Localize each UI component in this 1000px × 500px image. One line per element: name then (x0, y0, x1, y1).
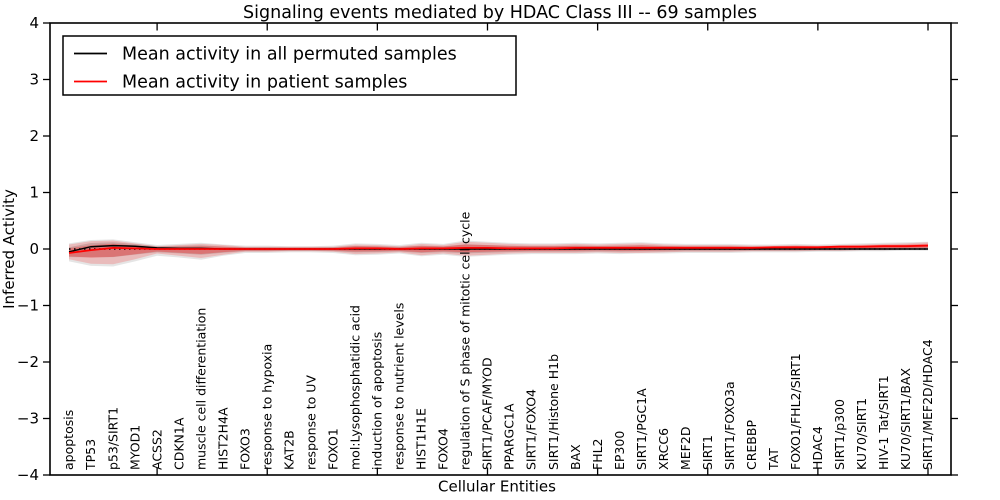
x-category-label: XRCC6 (656, 428, 671, 470)
x-category-label: HIV-1 Tat/SIRT1 (876, 375, 891, 470)
x-category-label: HDAC4 (810, 426, 825, 470)
x-category-label: SIRT1/p300 (832, 399, 847, 470)
patient-samples-std-band (69, 240, 928, 265)
x-category-label: SIRT1/FOXO3a (722, 381, 737, 470)
legend: Mean activity in all permuted samples Me… (62, 35, 517, 96)
x-category-label: SIRT1/PGC1A (634, 388, 649, 470)
x-category-label: FOXO4 (436, 428, 451, 470)
x-category-label: ACSS2 (149, 429, 164, 470)
x-category-label: SIRT1/MEF2D/HDAC4 (920, 339, 935, 470)
permuted-samples-std-band (69, 239, 928, 267)
y-tick-label: −4 (17, 466, 39, 484)
tick-labels-layer: −4 −3 −2 −1 0 1 2 3 4 apoptosis TP53 p53/SIRT1 MYOD1… (17, 14, 935, 484)
x-category-label: apoptosis (61, 410, 76, 470)
x-axis-label: Cellular Entities (438, 478, 556, 496)
x-category-label: KU70/SIRT1 (854, 398, 869, 470)
y-tick-label: 3 (29, 71, 39, 89)
x-category-label: regulation of S phase of mitotic cell cy… (458, 211, 473, 470)
x-category-label: response to nutrient levels (392, 303, 407, 470)
x-category-label: SIRT1/FOXO4 (524, 389, 539, 470)
x-category-label: MYOD1 (127, 425, 142, 470)
x-category-label: p53/SIRT1 (105, 407, 120, 470)
y-tick-label: 4 (29, 14, 39, 32)
x-category-label: SIRT1/Histone H1b (546, 354, 561, 470)
x-category-label: SIRT1/PCAF/MYOD (480, 357, 495, 470)
legend-label-permuted: Mean activity in all permuted samples (122, 45, 457, 65)
y-tick-label: 1 (29, 184, 39, 202)
x-category-label: HIST2H4A (215, 407, 230, 470)
x-category-label: FHL2 (590, 438, 605, 470)
x-category-label: CREBBP (744, 420, 759, 470)
x-category-label: FOXO3 (237, 428, 252, 470)
chart-title: Signaling events mediated by HDAC Class … (243, 3, 757, 23)
x-category-label: HIST1H1E (414, 408, 429, 470)
x-category-label: TAT (766, 448, 781, 471)
x-category-label: KAT2B (281, 430, 296, 470)
x-category-label: SIRT1 (700, 435, 715, 470)
x-category-label: FOXO1 (326, 428, 341, 470)
y-tick-label: −3 (17, 410, 39, 428)
x-category-label: muscle cell differentiation (193, 308, 208, 470)
series-lines-layer (68, 244, 929, 254)
std-bands-layer (69, 239, 928, 267)
x-category-label: EP300 (612, 431, 627, 470)
x-category-label: induction of apoptosis (370, 332, 385, 470)
y-tick-label: −2 (17, 353, 39, 371)
patient-mean-line (68, 244, 929, 254)
x-category-label: response to hypoxia (259, 344, 274, 470)
x-category-label: FOXO1/FHL2/SIRT1 (788, 353, 803, 470)
x-category-label: TP53 (83, 439, 98, 471)
y-tick-label: −1 (17, 297, 39, 315)
x-category-label: PPARGC1A (502, 403, 517, 470)
y-tick-label: 0 (29, 240, 39, 258)
legend-label-patient: Mean activity in patient samples (122, 73, 407, 93)
y-tick-label: 2 (29, 127, 39, 145)
x-category-label: response to UV (303, 375, 318, 470)
y-axis-label: Inferred Activity (0, 189, 18, 309)
legend-box (62, 35, 517, 96)
x-category-label: mol:Lysophosphatidic acid (348, 305, 363, 470)
x-category-label: CDKN1A (171, 417, 186, 470)
ticks-layer (43, 22, 958, 476)
x-category-label: KU70/SIRT1/BAX (898, 368, 913, 470)
x-category-label: MEF2D (678, 427, 693, 470)
x-category-label: BAX (568, 444, 583, 470)
